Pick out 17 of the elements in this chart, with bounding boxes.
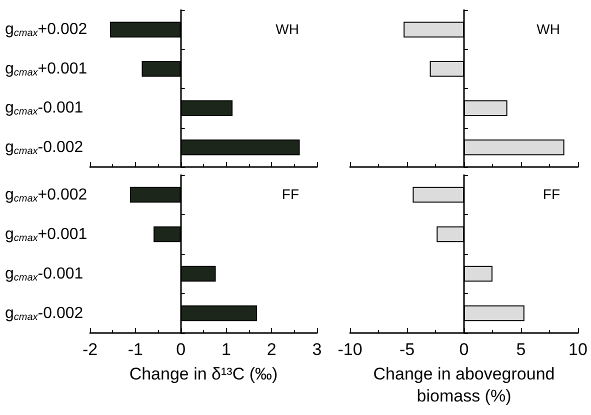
x-axis-title: Change in aboveground biomass (%) bbox=[373, 364, 555, 406]
x-tick-label: 2 bbox=[266, 340, 276, 359]
x-tick-label: -2 bbox=[82, 340, 98, 359]
x-tick-label: 0 bbox=[459, 340, 469, 359]
x-tick-label: 1 bbox=[221, 340, 231, 359]
x-tick-label: -1 bbox=[128, 340, 143, 359]
x-tick-label: -10 bbox=[338, 340, 362, 359]
annotation: WH bbox=[276, 21, 300, 37]
annotation: FF bbox=[542, 186, 560, 202]
annotation: WH bbox=[536, 21, 560, 37]
x-tick-label: 0 bbox=[176, 340, 186, 359]
x-tick-label: 3 bbox=[312, 340, 322, 359]
annotation: FF bbox=[282, 186, 300, 202]
x-axis-title: Change in δ¹³C (‰) bbox=[129, 364, 278, 384]
x-tick-label: 10 bbox=[568, 340, 588, 359]
x-tick-label: -5 bbox=[399, 340, 415, 359]
x-tick-label: 5 bbox=[516, 340, 526, 359]
